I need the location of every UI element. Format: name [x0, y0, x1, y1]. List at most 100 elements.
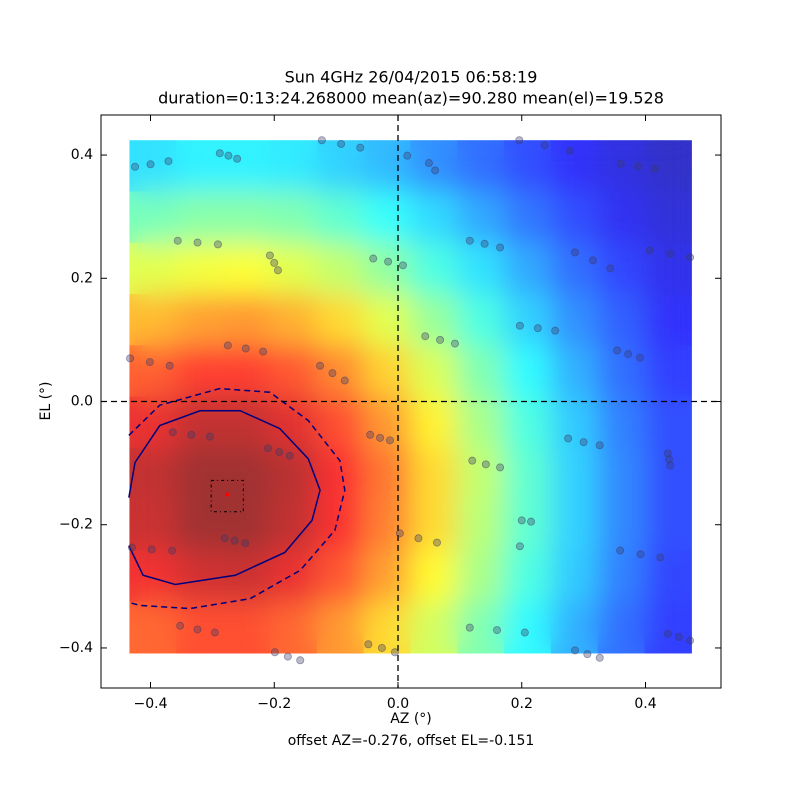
scan-point — [164, 157, 173, 166]
scan-point — [273, 266, 282, 275]
scan-point — [570, 248, 579, 257]
y-tick-label: 0.4 — [71, 147, 93, 163]
x-tick-label: 0.4 — [634, 696, 656, 712]
scan-point — [230, 536, 239, 545]
scan-point — [424, 159, 433, 168]
offset-note: offset AZ=-0.276, offset EL=-0.151 — [288, 733, 535, 749]
scan-point — [259, 347, 268, 356]
scan-point — [520, 628, 529, 637]
scan-point — [127, 543, 136, 552]
scan-point — [285, 451, 294, 460]
scan-point — [223, 341, 232, 350]
scan-point — [395, 529, 404, 538]
scan-point — [650, 164, 659, 173]
scan-point — [436, 335, 445, 344]
scan-point — [264, 444, 273, 453]
scan-point — [645, 246, 654, 255]
contour — [128, 409, 321, 586]
scan-point — [465, 623, 474, 632]
scan-point — [635, 353, 644, 362]
scan-point — [376, 433, 385, 442]
scan-point — [328, 369, 337, 378]
scan-point — [131, 162, 140, 171]
scan-point — [176, 621, 185, 630]
scan-point — [337, 139, 346, 148]
scan-point — [588, 256, 597, 265]
scan-point — [496, 243, 505, 252]
scan-point — [168, 428, 177, 437]
scan-point — [616, 159, 625, 168]
scan-point — [665, 455, 674, 464]
scan-point — [517, 516, 526, 525]
scan-point — [275, 448, 284, 457]
scan-point — [481, 460, 490, 469]
scan-point — [369, 254, 378, 263]
scan-point — [270, 258, 279, 267]
scan-point — [270, 648, 279, 657]
offset-point — [225, 492, 230, 497]
scan-point — [187, 430, 196, 439]
scan-point — [666, 249, 675, 258]
scan-point — [366, 430, 375, 439]
scan-point — [515, 321, 524, 330]
scan-point — [480, 239, 489, 248]
x-axis-label: AZ (°) — [390, 711, 432, 727]
scan-point — [398, 261, 407, 270]
y-axis-label: EL (°) — [38, 381, 54, 420]
scan-point — [465, 236, 474, 245]
scan-point — [385, 436, 394, 445]
scan-point — [210, 628, 219, 637]
scan-point — [403, 151, 412, 160]
scan-point — [364, 640, 373, 649]
scan-point — [317, 136, 326, 145]
chart-subtitle: duration=0:13:24.268000 mean(az)=90.280 … — [158, 89, 664, 108]
scan-point — [414, 534, 423, 543]
y-tick-label: 0.2 — [71, 270, 93, 286]
scan-point — [636, 550, 645, 559]
contour — [128, 387, 346, 610]
scan-point — [147, 545, 156, 554]
scan-point — [579, 438, 588, 447]
scan-point — [377, 643, 386, 652]
scan-point — [686, 636, 695, 645]
scan-point — [515, 136, 524, 145]
scan-point — [213, 240, 222, 249]
scan-point — [468, 456, 477, 465]
scan-point — [566, 146, 575, 155]
scan-point — [390, 648, 399, 657]
scan-point — [431, 166, 440, 175]
y-tick-label: −0.2 — [59, 517, 93, 533]
scan-point — [193, 238, 202, 247]
scan-point — [356, 143, 365, 152]
scan-point — [316, 361, 325, 370]
scan-point — [613, 346, 622, 355]
scan-point — [193, 625, 202, 634]
scan-point — [384, 257, 393, 266]
scan-point — [595, 441, 604, 450]
scan-point — [450, 339, 459, 348]
scan-point — [551, 326, 560, 335]
scan-point — [215, 149, 224, 158]
scan-point — [686, 253, 695, 262]
scan-point — [145, 358, 154, 367]
x-tick-label: −0.2 — [257, 696, 291, 712]
scan-point — [205, 432, 214, 441]
scan-point — [220, 534, 229, 543]
scan-point — [616, 546, 625, 555]
scan-point — [533, 324, 542, 333]
scan-point — [663, 449, 672, 458]
scan-point — [634, 162, 643, 171]
scan-point — [233, 154, 242, 163]
y-tick-label: −0.4 — [59, 640, 93, 656]
scan-point — [168, 546, 177, 555]
scan-point — [224, 151, 233, 160]
scan-point — [146, 160, 155, 169]
scan-point — [165, 361, 174, 370]
scan-point — [666, 461, 675, 470]
scan-point — [656, 553, 665, 562]
scan-point — [540, 141, 549, 150]
heatmap-smooth — [129, 140, 692, 653]
scan-point — [570, 646, 579, 655]
